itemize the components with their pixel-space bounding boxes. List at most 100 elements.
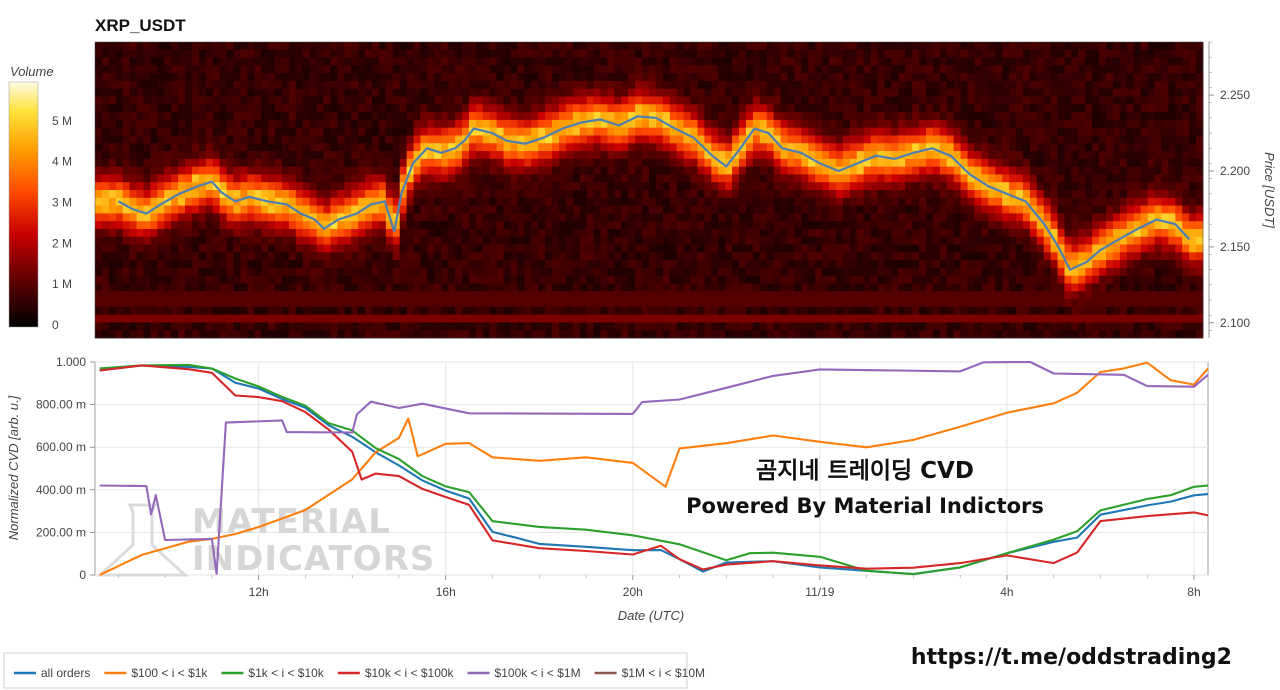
heatmap-cell	[780, 88, 788, 97]
heatmap-cell	[316, 182, 324, 191]
heatmap-cell	[565, 104, 574, 113]
heatmap-cell	[496, 49, 504, 58]
heatmap-cell	[725, 135, 733, 144]
heatmap-cell	[95, 260, 103, 269]
heatmap-cell	[510, 65, 518, 74]
heatmap-cell	[600, 135, 608, 144]
heatmap-cell	[143, 322, 151, 331]
heatmap-cell	[960, 166, 968, 175]
heatmap-cell	[399, 306, 408, 316]
heatmap-cell	[462, 267, 470, 277]
heatmap-cell	[600, 42, 608, 51]
heatmap-cell	[759, 314, 768, 323]
heatmap-cell	[794, 65, 802, 74]
heatmap-cell	[198, 221, 207, 230]
heatmap-cell	[558, 174, 567, 183]
heatmap-cell	[420, 213, 428, 222]
heatmap-cell	[655, 104, 664, 113]
heatmap-cell	[704, 182, 712, 191]
heatmap-cell	[988, 213, 996, 222]
heatmap-cell	[649, 267, 657, 277]
heatmap-cell	[815, 190, 823, 199]
heatmap-cell	[739, 267, 747, 277]
heatmap-cell	[413, 96, 421, 105]
heatmap-cell	[891, 49, 899, 58]
heatmap-cell	[143, 283, 151, 292]
heatmap-cell	[808, 127, 816, 136]
heatmap-cell	[870, 135, 878, 144]
heatmap-cell	[531, 330, 539, 339]
heatmap-cell	[697, 151, 705, 160]
heatmap-cell	[849, 166, 858, 175]
heatmap-cell	[808, 236, 816, 245]
heatmap-cell	[704, 205, 712, 214]
heatmap-cell	[565, 221, 574, 230]
heatmap-cell	[482, 314, 491, 323]
heatmap-cell	[330, 190, 338, 199]
heatmap-cell	[372, 119, 380, 129]
heatmap-cell	[191, 42, 200, 51]
heatmap-cell	[600, 57, 608, 66]
heatmap-cell	[808, 104, 816, 113]
heatmap-cell	[697, 135, 705, 144]
heatmap-cell	[849, 236, 858, 245]
heatmap-cell	[586, 112, 594, 121]
heatmap-cell	[517, 127, 525, 136]
heatmap-cell	[524, 151, 532, 160]
heatmap-cell	[912, 135, 920, 144]
heatmap-cell	[524, 267, 532, 277]
heatmap-cell	[475, 127, 484, 136]
heatmap-cell	[635, 306, 643, 316]
heatmap-cell	[628, 275, 636, 284]
heatmap-cell	[718, 151, 726, 160]
heatmap-cell	[108, 306, 117, 316]
heatmap-cell	[898, 80, 906, 90]
heatmap-cell	[593, 244, 601, 253]
heatmap-cell	[337, 260, 345, 269]
heatmap-cell	[600, 228, 608, 238]
heatmap-cell	[226, 205, 234, 214]
heatmap-cell	[164, 236, 172, 245]
heatmap-cell	[773, 49, 781, 58]
heatmap-cell	[635, 49, 643, 58]
heatmap-cell	[808, 80, 816, 90]
heatmap-cell	[842, 330, 851, 339]
heatmap-cell	[136, 322, 144, 331]
heatmap-cell	[309, 104, 317, 113]
heatmap-cell	[323, 42, 331, 51]
heatmap-cell	[219, 299, 227, 308]
heatmap-cell	[552, 306, 560, 316]
heatmap-cell	[919, 221, 927, 230]
heatmap-cell	[759, 112, 768, 121]
heatmap-cell	[115, 158, 124, 168]
heatmap-cell	[877, 275, 885, 284]
heatmap-cell	[115, 267, 124, 277]
heatmap-cell	[891, 190, 899, 199]
heatmap-cell	[468, 197, 477, 206]
heatmap-cell	[891, 236, 899, 245]
heatmap-cell	[842, 174, 851, 183]
heatmap-cell	[628, 182, 636, 191]
heatmap-cell	[739, 213, 747, 222]
heatmap-cell	[946, 205, 955, 214]
heatmap-cell	[538, 190, 546, 199]
heatmap-cell	[725, 104, 733, 113]
heatmap-cell	[157, 260, 165, 269]
heatmap-cell	[877, 252, 885, 261]
heatmap-cell	[752, 49, 761, 58]
heatmap-cell	[676, 330, 685, 339]
heatmap-cell	[621, 73, 629, 82]
heatmap-cell	[164, 260, 172, 269]
heatmap-cell	[281, 119, 290, 129]
heatmap-cell	[856, 119, 865, 129]
heatmap-cell	[655, 119, 664, 129]
heatmap-cell	[129, 65, 137, 74]
heatmap-cell	[718, 73, 726, 82]
heatmap-cell	[704, 49, 712, 58]
heatmap-cell	[191, 112, 200, 121]
heatmap-cell	[981, 96, 989, 105]
heatmap-cell	[136, 190, 144, 199]
heatmap-cell	[815, 119, 823, 129]
heatmap-cell	[926, 260, 934, 269]
heatmap-cell	[822, 42, 830, 51]
